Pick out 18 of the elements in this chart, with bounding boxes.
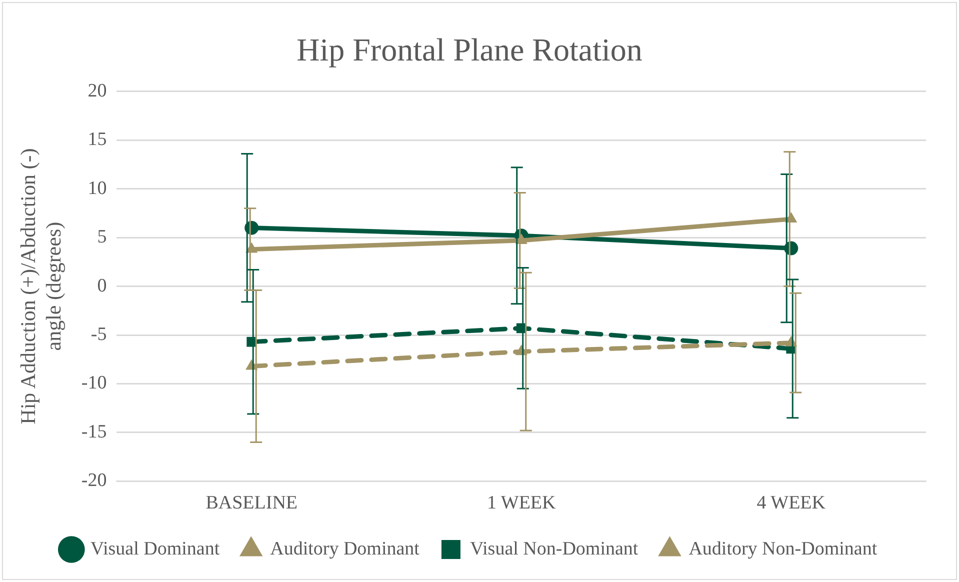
y-tick-label: -20 xyxy=(81,470,107,492)
y-tick-label: 5 xyxy=(97,226,107,248)
y-tick-label: -5 xyxy=(90,324,107,346)
legend-label: Auditory Dominant xyxy=(270,538,420,560)
legend-label: Auditory Non-Dominant xyxy=(688,538,878,560)
y-tick-label: -15 xyxy=(81,421,107,442)
legend-label: Visual Dominant xyxy=(90,538,220,560)
y-tick-label: 20 xyxy=(88,80,107,102)
legend-label: Visual Non-Dominant xyxy=(470,538,639,560)
chart-title: Hip Frontal Plane Rotation xyxy=(296,32,642,68)
x-tick-label: 1 WEEK xyxy=(486,492,556,514)
y-tick-label: 15 xyxy=(88,129,107,150)
y-tick-label: 0 xyxy=(97,275,107,296)
y-tick-label: -10 xyxy=(81,372,107,394)
x-tick-label: 4 WEEK xyxy=(756,492,826,514)
y-tick-label: 10 xyxy=(88,178,107,199)
y-axis-title: Hip Adduction (+)/Abduction (-) angle (degrees) xyxy=(16,148,66,424)
x-tick-label: BASELINE xyxy=(206,492,298,514)
